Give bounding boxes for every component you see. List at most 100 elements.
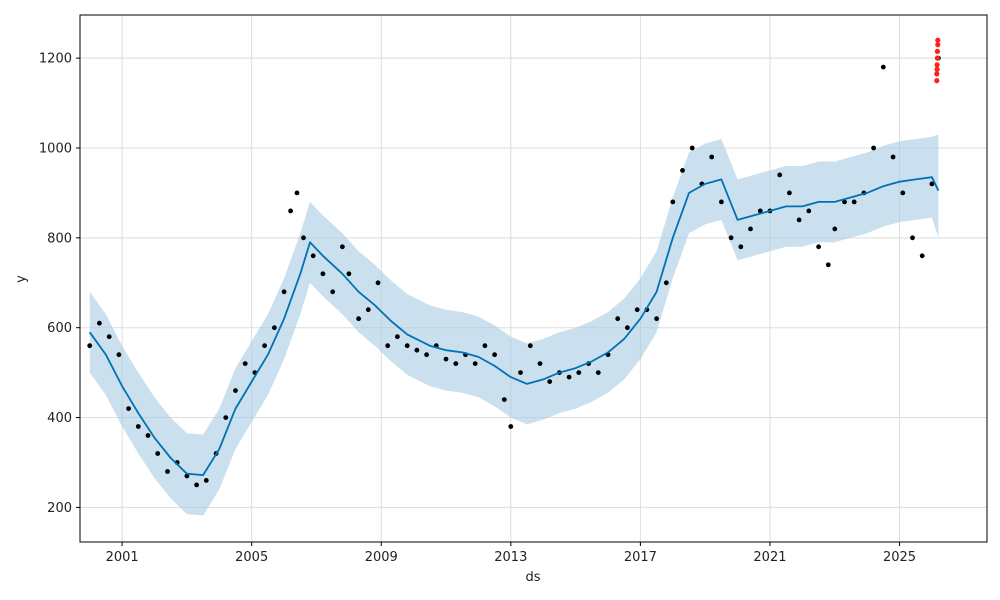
observed-point — [851, 199, 857, 205]
y-tick-label: 200 — [47, 501, 72, 516]
observed-point — [680, 168, 685, 173]
observed-point — [340, 244, 345, 250]
observed-point — [482, 343, 488, 349]
observed-point — [501, 397, 507, 402]
observed-point — [453, 361, 459, 366]
observed-point — [223, 415, 229, 420]
observed-point — [301, 235, 306, 241]
observed-point — [281, 289, 287, 295]
x-tick-label: 2025 — [883, 550, 916, 565]
highlighted-points — [934, 37, 941, 84]
observed-point — [443, 356, 449, 362]
observed-point — [310, 253, 316, 259]
observed-point — [126, 406, 131, 411]
observed-point — [242, 361, 248, 366]
observed-point — [365, 307, 371, 313]
observed-point — [492, 352, 497, 358]
observed-point — [404, 343, 410, 349]
observed-points — [87, 55, 941, 488]
observed-point — [796, 217, 802, 223]
observed-point — [670, 199, 676, 205]
highlighted-point — [934, 55, 941, 61]
y-tick-label: 400 — [47, 411, 72, 426]
observed-point — [757, 208, 763, 214]
observed-point — [615, 316, 621, 322]
x-tick-label: 2017 — [624, 550, 657, 565]
observed-point — [787, 190, 792, 196]
observed-point — [910, 235, 915, 241]
observed-point — [294, 190, 300, 196]
observed-point — [832, 226, 838, 232]
forecast-line-path — [88, 176, 940, 477]
observed-point — [97, 320, 102, 326]
observed-point — [414, 347, 420, 353]
highlighted-point — [934, 62, 940, 68]
observed-point — [106, 334, 112, 340]
observed-point — [748, 226, 753, 232]
observed-point — [165, 469, 170, 474]
observed-point — [320, 271, 326, 277]
observed-point — [625, 325, 630, 331]
x-axis-ticks: 2001 2005 2009 2013 2017 2021 2025 — [106, 542, 916, 565]
observed-point — [203, 478, 209, 483]
observed-point — [262, 343, 267, 349]
observed-point — [116, 352, 122, 358]
observed-point — [566, 374, 572, 380]
y-axis-label: y — [14, 275, 29, 283]
x-tick-label: 2009 — [365, 550, 398, 565]
observed-point — [709, 154, 715, 160]
x-tick-label: 2001 — [106, 550, 139, 565]
uncertainty-band-area — [89, 134, 939, 516]
observed-point — [816, 244, 821, 250]
observed-point — [595, 370, 601, 375]
highlighted-point — [934, 66, 940, 72]
observed-point — [919, 253, 925, 259]
observed-point — [346, 271, 352, 277]
observed-point — [272, 325, 277, 331]
y-tick-label: 1200 — [39, 52, 72, 67]
observed-point — [145, 433, 151, 438]
observed-point — [184, 473, 190, 479]
observed-point — [356, 316, 361, 322]
x-tick-label: 2005 — [235, 550, 268, 565]
observed-point — [424, 352, 429, 358]
observed-point — [777, 172, 783, 178]
observed-point — [288, 208, 293, 214]
observed-point — [547, 379, 553, 384]
observed-point — [880, 64, 886, 70]
observed-point — [719, 199, 724, 205]
observed-point — [375, 280, 381, 286]
observed-point — [728, 235, 734, 241]
forecast-line — [88, 176, 940, 477]
uncertainty-band — [89, 134, 939, 516]
observed-point — [155, 451, 161, 456]
observed-point — [871, 145, 876, 151]
observed-point — [576, 370, 582, 375]
observed-point — [518, 370, 523, 375]
y-tick-label: 800 — [47, 231, 72, 246]
y-axis-ticks: 200 400 600 800 1000 1200 — [39, 52, 80, 516]
observed-point — [654, 316, 659, 322]
observed-point — [87, 343, 93, 349]
plot-frame — [79, 14, 988, 543]
highlighted-point — [934, 48, 941, 55]
observed-point — [330, 289, 336, 295]
observed-point — [825, 262, 831, 268]
observed-point — [689, 145, 695, 151]
highlighted-point — [935, 37, 941, 43]
observed-point — [472, 361, 478, 366]
observed-point — [233, 388, 238, 393]
observed-point — [900, 190, 906, 196]
observed-point — [890, 154, 896, 160]
observed-point — [508, 424, 514, 429]
x-tick-label: 2013 — [494, 550, 527, 565]
observed-point — [194, 482, 200, 488]
highlighted-point — [934, 71, 940, 77]
y-tick-label: 1000 — [39, 141, 72, 156]
observed-point — [929, 181, 935, 187]
observed-point — [395, 334, 400, 340]
observed-point — [135, 424, 141, 429]
observed-point — [806, 208, 812, 214]
